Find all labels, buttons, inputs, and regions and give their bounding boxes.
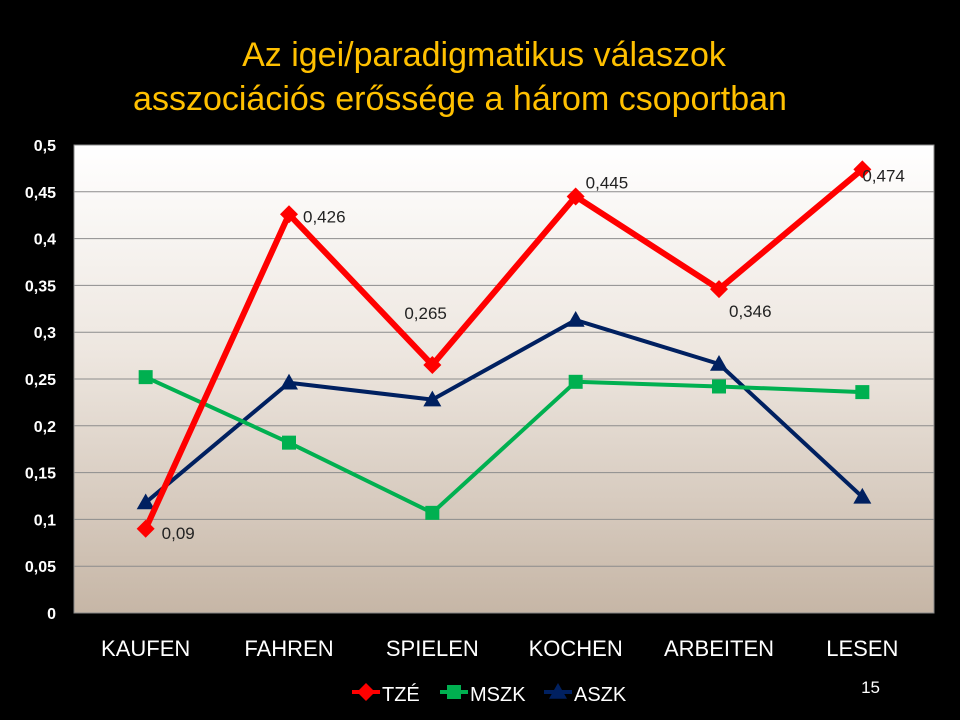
legend-marker bbox=[549, 683, 567, 699]
y-tick-label: 0,15 bbox=[25, 466, 56, 483]
data-label: 0,426 bbox=[303, 207, 346, 226]
x-tick-label: FAHREN bbox=[244, 636, 333, 661]
series-line bbox=[142, 167, 865, 531]
data-point bbox=[853, 160, 872, 179]
data-point bbox=[425, 505, 440, 520]
data-point bbox=[136, 493, 155, 510]
legend-item-mszk: MSZK bbox=[440, 684, 526, 706]
y-tick-label: 0,35 bbox=[25, 278, 56, 295]
data-point bbox=[423, 390, 442, 407]
data-point bbox=[136, 519, 155, 538]
data-label: 0,265 bbox=[404, 304, 447, 323]
chart-title-line-1: Az igei/paradigmatikus válaszok bbox=[242, 36, 726, 74]
y-tick-label: 0,25 bbox=[25, 372, 56, 389]
y-tick-label: 0,5 bbox=[34, 138, 56, 155]
x-tick-label: KAUFEN bbox=[101, 636, 190, 661]
series-mszk bbox=[138, 370, 870, 520]
chart-title-line-2: asszociációs erőssége a három csoportban bbox=[133, 80, 787, 118]
data-point bbox=[282, 435, 296, 450]
data-label: 0,09 bbox=[162, 524, 195, 543]
series-line bbox=[144, 375, 863, 515]
y-tick-label: 0,3 bbox=[34, 325, 56, 342]
data-point bbox=[710, 280, 728, 299]
x-tick-label: KOCHEN bbox=[529, 636, 623, 661]
y-tick-label: 0,4 bbox=[34, 232, 56, 249]
data-point bbox=[566, 311, 585, 327]
y-tick-label: 0,1 bbox=[34, 512, 56, 529]
data-point bbox=[280, 373, 298, 390]
legend-label: TZÉ bbox=[382, 683, 420, 706]
x-tick-label: LESEN bbox=[826, 636, 898, 661]
data-point bbox=[712, 379, 726, 394]
y-tick-label: 0,45 bbox=[25, 185, 56, 202]
data-point bbox=[710, 355, 728, 371]
x-tick-label: ARBEITEN bbox=[664, 636, 774, 661]
y-tick-label: 0,05 bbox=[25, 559, 56, 576]
data-label: 0,445 bbox=[586, 173, 629, 192]
data-point bbox=[855, 385, 870, 400]
data-point bbox=[280, 205, 298, 224]
data-label: 0,346 bbox=[729, 302, 772, 321]
data-label: 0,474 bbox=[862, 166, 905, 185]
data-point bbox=[423, 355, 442, 374]
data-point bbox=[138, 370, 153, 385]
legend-label: ASZK bbox=[574, 684, 627, 706]
y-tick-label: 0,2 bbox=[34, 419, 56, 436]
data-point bbox=[568, 374, 583, 389]
legend-marker bbox=[357, 683, 375, 701]
legend-item-aszk: ASZK bbox=[544, 683, 627, 706]
legend-marker bbox=[447, 685, 461, 699]
data-point bbox=[566, 187, 585, 206]
data-point bbox=[853, 487, 872, 504]
legend-label: MSZK bbox=[470, 684, 526, 706]
y-tick-label: 0 bbox=[47, 606, 56, 623]
page-number: 15 bbox=[861, 678, 880, 697]
x-tick-label: SPIELEN bbox=[386, 636, 479, 661]
legend-item-tzé: TZÉ bbox=[352, 683, 420, 706]
series-tzé bbox=[136, 160, 872, 538]
